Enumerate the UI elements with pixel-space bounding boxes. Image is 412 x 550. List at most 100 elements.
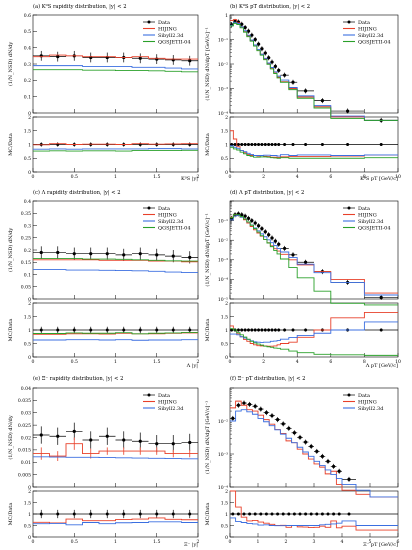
y-tick-label: 10⁻² [218, 419, 228, 425]
x-tick-label: 0 [32, 539, 35, 545]
ratio-data-point [264, 512, 268, 516]
data-point [267, 56, 271, 60]
series-line-qgsjetii-04 [230, 214, 398, 306]
ratio-data-point [257, 143, 261, 146]
x-tick-label: 0 [32, 174, 35, 180]
data-point [250, 33, 254, 37]
ratio-data-point [39, 512, 43, 516]
ratio-data-point [277, 143, 281, 146]
data-point [337, 469, 341, 473]
x-tick-label: 0 [229, 174, 232, 180]
legend-label: QGSJETII-04 [158, 225, 191, 231]
legend-label: HIJING [158, 212, 177, 218]
ratio-y-tick-label: 2 [225, 489, 228, 495]
data-point [171, 254, 175, 258]
ratio-data-point [230, 143, 234, 146]
ratio-data-point [291, 328, 295, 332]
ratio-y-tick-label: 2 [28, 489, 31, 495]
x-tick-label: 4 [296, 359, 299, 365]
data-point [283, 73, 287, 77]
ratio-y-tick-label: 0.5 [24, 523, 31, 529]
y-tick-label: 0.1 [24, 272, 31, 278]
ratio-data-point [253, 512, 257, 516]
data-point [122, 253, 126, 257]
y-tick-label: 10⁻² [218, 62, 228, 68]
ratio-data-point [273, 328, 277, 332]
legend-label: Data [158, 206, 170, 212]
data-point [347, 477, 351, 481]
legend-marker [347, 206, 351, 210]
y-tick-label: 10⁻² [218, 238, 228, 244]
data-point [304, 440, 308, 444]
y-tick-label: 0.3 [24, 62, 31, 68]
ratio-data-point [267, 143, 271, 146]
ratio-y-axis-label: MC/Data [205, 503, 211, 526]
y-tick-label: 0.4 [24, 199, 31, 205]
legend-marker [347, 20, 351, 24]
ratio-y-tick-label: 2 [28, 115, 31, 121]
ratio-data-point [72, 328, 76, 332]
ratio-line-sibyll2-3d [230, 145, 398, 157]
ratio-line-qgsjetii-04 [33, 331, 198, 335]
data-point [270, 60, 274, 64]
data-point [253, 37, 257, 42]
data-point [72, 429, 76, 433]
data-point [253, 221, 257, 225]
data-point [304, 89, 308, 93]
y-tick-label: 0.04 [21, 386, 31, 392]
ratio-y-tick-label: 0 [225, 535, 228, 541]
ratio-data-point [246, 143, 250, 146]
y-tick-label: 0.015 [18, 448, 31, 454]
ratio-data-point [260, 143, 264, 146]
legend-label: Data [158, 393, 170, 399]
panel-title: (b) K⁰S pT distribution, |y| < 2 [230, 3, 310, 10]
legend-label: QGSJETII-04 [358, 39, 391, 45]
x-tick-label: 0.5 [71, 174, 78, 180]
y-tick-label: 0.15 [21, 260, 31, 266]
ratio-data-point [188, 328, 192, 332]
x-tick-label: 0.5 [71, 539, 78, 545]
data-point [56, 434, 60, 438]
data-point [326, 459, 330, 463]
ratio-data-point [309, 512, 313, 516]
ratio-data-point [253, 143, 257, 146]
data-point [309, 444, 313, 448]
ratio-y-tick-label: 1 [225, 512, 228, 518]
legend-label: Sibyll2.3d [158, 406, 184, 412]
data-point [291, 80, 295, 84]
x-axis-label: Λ pT [GeV/c] [365, 363, 398, 369]
legend-label: Sibyll2.3d [358, 33, 384, 39]
ratio-y-tick-label: 0.5 [221, 523, 228, 529]
ratio-data-point [283, 328, 287, 332]
ratio-line-sibyll2-3d [33, 521, 198, 526]
legend-label: Data [358, 20, 370, 26]
data-point [379, 295, 383, 300]
x-tick-label: 0 [229, 539, 232, 545]
legend-label: Sibyll2.3d [158, 219, 184, 225]
x-tick-label: 2 [285, 539, 288, 545]
y-tick-label: 0.2 [24, 248, 31, 254]
legend-label: HIJING [358, 26, 377, 32]
data-point [72, 252, 76, 256]
ratio-line-qgsjetii-04 [230, 328, 398, 356]
data-point [273, 239, 277, 243]
ratio-data-point [89, 512, 93, 516]
x-tick-label: 4 [296, 174, 299, 180]
panel-3: (c) Λ rapidity distribution, |y| < 2 0 0.0… [7, 189, 200, 369]
ratio-data-point [320, 143, 324, 146]
data-point [122, 438, 126, 442]
legend-label: Data [358, 393, 370, 399]
ratio-data-point [230, 328, 234, 332]
ratio-data-point [304, 143, 308, 146]
ratio-line-sibyll2-3d [230, 517, 398, 527]
legend-label: HIJING [358, 399, 377, 405]
ratio-data-point [346, 143, 350, 146]
y-tick-label: 0.05 [21, 285, 31, 291]
legend-label: Sibyll2.3d [158, 33, 184, 39]
panel-title: (c) Λ rapidity distribution, |y| < 2 [33, 189, 121, 196]
ratio-data-point [283, 143, 287, 146]
x-axis-label: K⁰S pT [GeV/c] [360, 176, 398, 182]
series-line-sibyll2-3d [230, 215, 398, 296]
ratio-y-axis-label: MC/Data [205, 133, 211, 156]
ratio-data-point [56, 512, 60, 516]
